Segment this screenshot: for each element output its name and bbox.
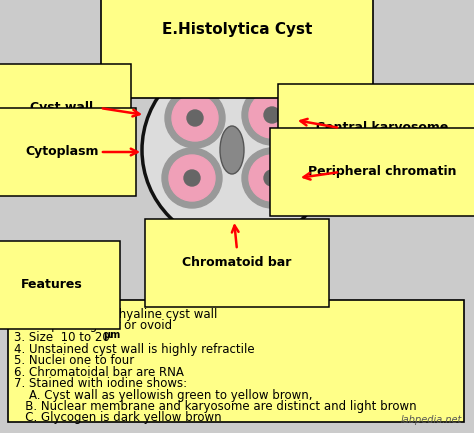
Circle shape xyxy=(172,95,218,141)
Circle shape xyxy=(264,107,280,123)
Text: 6. Chromatoidal bar are RNA: 6. Chromatoidal bar are RNA xyxy=(14,365,184,378)
Text: E.Histolytica Cyst: E.Histolytica Cyst xyxy=(162,22,312,37)
Text: B. Nuclear membrane and karyosome are distinct and light brown: B. Nuclear membrane and karyosome are di… xyxy=(14,400,417,413)
Circle shape xyxy=(142,55,332,245)
Circle shape xyxy=(249,155,295,201)
Text: Cyst wall: Cyst wall xyxy=(30,101,93,114)
Circle shape xyxy=(249,92,295,138)
Text: Central karyosome: Central karyosome xyxy=(316,122,448,135)
Text: A. Cyst wall as yellowish green to yellow brown,: A. Cyst wall as yellowish green to yello… xyxy=(14,388,312,401)
Text: Peripheral chromatin: Peripheral chromatin xyxy=(308,165,456,178)
Text: 3. Size  10 to 20: 3. Size 10 to 20 xyxy=(14,331,113,344)
Text: Chromatoid bar: Chromatoid bar xyxy=(182,256,292,269)
Ellipse shape xyxy=(220,126,244,174)
Text: Features: Features xyxy=(21,278,83,291)
Text: Cytoplasm: Cytoplasm xyxy=(25,145,99,158)
Circle shape xyxy=(165,88,225,148)
Circle shape xyxy=(187,110,203,126)
Circle shape xyxy=(242,148,302,208)
Text: 1. Recognized by hyaline cyst wall: 1. Recognized by hyaline cyst wall xyxy=(14,308,218,321)
Text: 7. Stained with iodine shows:: 7. Stained with iodine shows: xyxy=(14,377,187,390)
Circle shape xyxy=(169,155,215,201)
Text: μm: μm xyxy=(103,330,120,340)
Text: C. Glycogen is dark yellow brown: C. Glycogen is dark yellow brown xyxy=(14,411,222,424)
Text: labpedia.net: labpedia.net xyxy=(401,415,462,425)
Text: 2. Shape irregular or ovoid: 2. Shape irregular or ovoid xyxy=(14,320,172,333)
FancyBboxPatch shape xyxy=(8,300,464,422)
Text: 5. Nuclei one to four: 5. Nuclei one to four xyxy=(14,354,134,367)
Text: 4. Unstained cyst wall is highly refractile: 4. Unstained cyst wall is highly refract… xyxy=(14,343,255,355)
Circle shape xyxy=(242,85,302,145)
Circle shape xyxy=(184,170,200,186)
Circle shape xyxy=(264,170,280,186)
Circle shape xyxy=(162,148,222,208)
